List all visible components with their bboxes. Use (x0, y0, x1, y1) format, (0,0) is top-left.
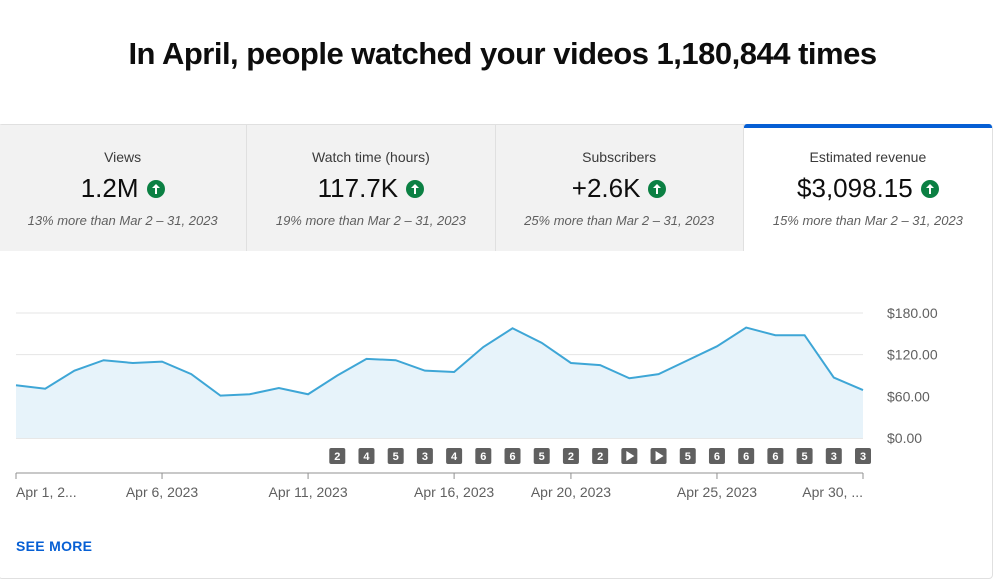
x-tick-label: Apr 30, ... (802, 484, 863, 500)
x-tick-label: Apr 20, 2023 (531, 484, 611, 500)
x-tick-label: Apr 11, 2023 (268, 484, 347, 500)
y-tick-label: $180.00 (887, 305, 938, 321)
x-tick-label: Apr 1, 2... (16, 484, 77, 500)
video-marker-count: 4 (451, 451, 458, 463)
video-marker (855, 448, 871, 464)
y-tick-label: $0.00 (887, 430, 922, 446)
video-marker-count: 6 (743, 451, 749, 463)
tab-views[interactable]: Views 1.2M 13% more than Mar 2 – 31, 202… (0, 125, 248, 251)
tab-value-row: 1.2M (0, 173, 246, 204)
video-marker-count: 3 (831, 451, 837, 463)
tab-comparison: 19% more than Mar 2 – 31, 2023 (275, 213, 466, 228)
series-area (16, 327, 863, 438)
tab-value: +2.6K (571, 173, 641, 203)
y-tick-label: $120.00 (887, 347, 938, 363)
video-marker (533, 448, 550, 464)
tab-value-row: 117.7K (247, 173, 494, 204)
analytics-card: Views 1.2M 13% more than Mar 2 – 31, 202… (0, 124, 993, 579)
tab-comparison: 13% more than Mar 2 – 31, 2023 (27, 213, 218, 228)
video-marker (796, 448, 813, 464)
video-marker-count: 6 (772, 451, 778, 463)
video-marker (738, 448, 755, 464)
tab-label: Subscribers (582, 149, 657, 165)
video-marker-count: 6 (714, 451, 720, 463)
x-tick-label: Apr 6, 2023 (126, 484, 199, 500)
video-marker (562, 448, 579, 464)
video-marker (446, 448, 463, 464)
x-tick-label: Apr 25, 2023 (677, 484, 757, 500)
video-marker-count: 2 (597, 451, 603, 463)
arrow-up-icon (406, 179, 425, 198)
tab-comparison: 15% more than Mar 2 – 31, 2023 (772, 213, 963, 228)
video-marker-count: 3 (422, 451, 428, 463)
video-marker (387, 448, 404, 464)
tab-label: Watch time (hours) (312, 149, 430, 165)
tab-value-row: +2.6K (496, 173, 743, 204)
tab-value: 117.7K (317, 173, 399, 203)
video-marker-count: 6 (509, 451, 515, 463)
video-marker (416, 448, 433, 464)
video-marker-count: 6 (480, 451, 486, 463)
series-line (15, 326, 864, 397)
arrow-up-icon (648, 179, 667, 198)
tab-label: Estimated revenue (809, 149, 927, 165)
video-marker (475, 448, 492, 464)
video-marker-count: 5 (393, 451, 399, 463)
video-marker-count: 5 (802, 451, 808, 463)
video-marker-count: 3 (860, 451, 866, 463)
video-marker (329, 448, 346, 464)
tab-estimated-revenue[interactable]: Estimated revenue $3,098.15 15% more tha… (743, 124, 993, 251)
video-marker-count: 2 (334, 451, 340, 463)
video-marker (592, 448, 609, 464)
tab-value: 1.2M (80, 173, 139, 203)
play-icon (626, 451, 635, 461)
play-icon (655, 451, 664, 461)
video-marker (825, 448, 842, 464)
metric-tabs: Views 1.2M 13% more than Mar 2 – 31, 202… (0, 124, 993, 251)
video-marker-count: 4 (363, 451, 370, 463)
video-marker (679, 448, 696, 464)
tab-comparison: 25% more than Mar 2 – 31, 2023 (524, 213, 715, 228)
video-marker-count: 5 (685, 451, 691, 463)
y-tick-label: $60.00 (887, 388, 930, 404)
arrow-up-icon (146, 179, 165, 198)
video-marker (708, 448, 725, 464)
video-marker-count: 2 (568, 451, 574, 463)
tab-value: $3,098.15 (797, 173, 913, 203)
arrow-up-icon (920, 179, 939, 198)
x-tick-label: Apr 16, 2023 (414, 484, 494, 500)
page-title: In April, people watched your videos 1,1… (128, 36, 877, 71)
video-marker (358, 448, 375, 464)
video-marker-count: 5 (539, 451, 545, 463)
tab-label: Views (104, 149, 142, 165)
tab-value-row: $3,098.15 (744, 173, 992, 204)
see-more-link[interactable]: SEE MORE (16, 538, 93, 554)
video-marker (504, 448, 521, 464)
revenue-chart: $180.00 $120.00 $60.00 $0.00 2 4 5 3 4 6 6 5 2 2 5 6 6 6 5… (15, 305, 938, 500)
video-marker (767, 448, 784, 464)
tab-watch-time[interactable]: Watch time (hours) 117.7K 19% more than … (247, 125, 496, 251)
tab-subscribers[interactable]: Subscribers +2.6K 25% more than Mar 2 – … (495, 125, 744, 251)
